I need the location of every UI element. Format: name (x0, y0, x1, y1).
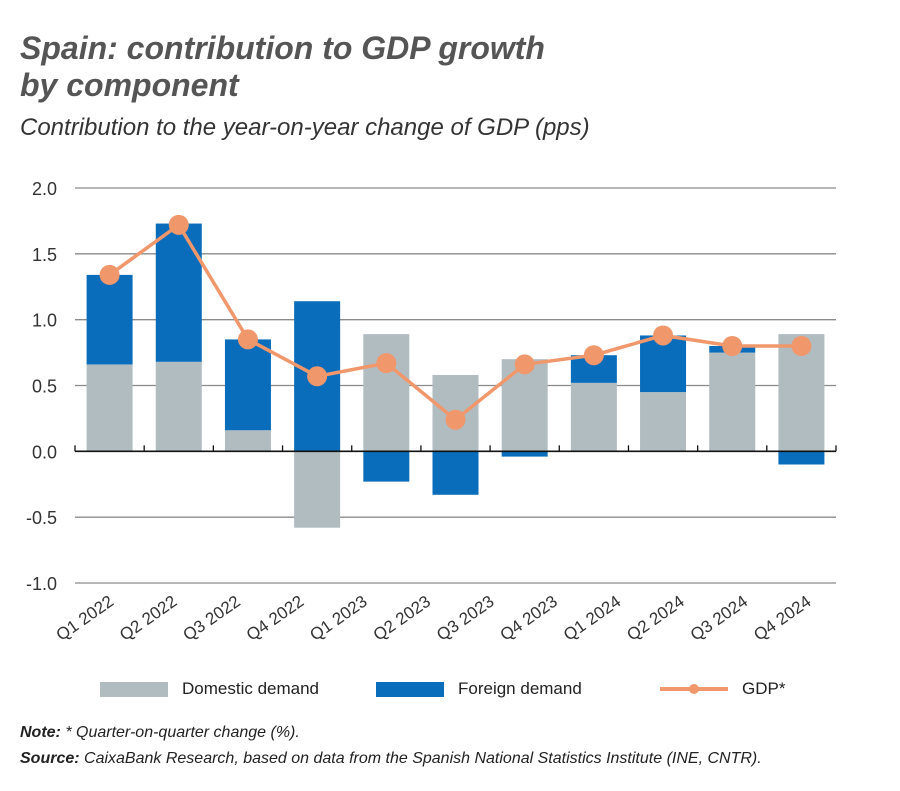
legend-label-foreign: Foreign demand (458, 679, 582, 698)
note-label: Note: (20, 724, 61, 741)
bar-domestic (224, 430, 271, 452)
gdp-point (445, 409, 466, 430)
gdp-point (376, 353, 397, 374)
legend-item-domestic: Domestic demand (100, 679, 319, 699)
bar-domestic (640, 392, 687, 452)
x-tick-label: Q4 2023 (497, 592, 561, 645)
gdp-point (791, 336, 812, 356)
x-tick-label: Q4 2024 (750, 592, 814, 645)
legend-line-gdp (660, 684, 728, 694)
bar-foreign (86, 274, 133, 365)
y-tick-label: 0.5 (32, 377, 57, 397)
y-tick-label: -0.5 (26, 508, 57, 528)
gdp-point (583, 345, 604, 366)
chart-title: Spain: contribution to GDP growth by comp… (20, 30, 545, 104)
legend-label-domestic: Domestic demand (182, 679, 320, 698)
y-tick-label: 0.0 (32, 442, 57, 462)
gdp-point (99, 264, 120, 285)
bar-domestic (709, 352, 756, 452)
bar-domestic (294, 451, 341, 528)
x-tick-label: Q2 2023 (370, 592, 434, 645)
gdp-point (237, 329, 258, 350)
source: Source: CaixaBank Research, based on dat… (20, 750, 762, 768)
x-tick-label: Q2 2024 (623, 592, 687, 645)
x-tick-label: Q3 2022 (180, 592, 244, 645)
title-line-1: Spain: contribution to GDP growth (20, 30, 545, 66)
y-tick-label: -1.0 (26, 574, 57, 594)
gdp-point (307, 366, 328, 387)
bar-foreign (155, 223, 202, 362)
x-tick-label: Q3 2023 (433, 592, 497, 645)
gdp-point (722, 336, 743, 356)
gdp-point (168, 214, 189, 235)
legend: Domestic demand Foreign demand GDP* (0, 679, 900, 703)
bar-domestic (363, 334, 410, 452)
chart-subtitle: Contribution to the year-on-year change … (20, 114, 590, 141)
legend-swatch-foreign (376, 681, 444, 697)
bar-foreign (363, 451, 410, 482)
note: Note: * Quarter-on-quarter change (%). (20, 724, 300, 742)
bar-foreign (224, 339, 271, 431)
legend-item-gdp: GDP* (660, 679, 785, 699)
legend-item-foreign: Foreign demand (376, 679, 582, 699)
gdp-point (653, 325, 674, 346)
bar-foreign (501, 451, 548, 457)
legend-label-gdp: GDP* (742, 679, 786, 698)
x-tick-label: Q3 2024 (687, 592, 751, 645)
x-tick-label: Q1 2023 (306, 592, 370, 645)
title-line-2: by component (20, 67, 239, 103)
note-text: * Quarter-on-quarter change (%). (60, 724, 300, 741)
source-text: CaixaBank Research, based on data from t… (79, 750, 762, 767)
x-tick-label: Q2 2022 (116, 592, 180, 645)
x-tick-label: Q4 2022 (243, 592, 307, 645)
gdp-point (514, 354, 535, 375)
bar-domestic (86, 364, 133, 452)
y-tick-label: 1.5 (32, 245, 57, 265)
legend-swatch-domestic (100, 681, 168, 697)
y-tick-label: 1.0 (32, 311, 57, 331)
x-tick-label: Q1 2024 (560, 592, 624, 645)
bar-foreign (432, 451, 479, 495)
x-tick-label: Q1 2022 (53, 592, 117, 645)
y-tick-label: 2.0 (32, 179, 57, 199)
bar-domestic (570, 382, 617, 452)
bar-domestic (155, 361, 202, 452)
source-label: Source: (20, 750, 80, 767)
bar-foreign (778, 451, 825, 465)
